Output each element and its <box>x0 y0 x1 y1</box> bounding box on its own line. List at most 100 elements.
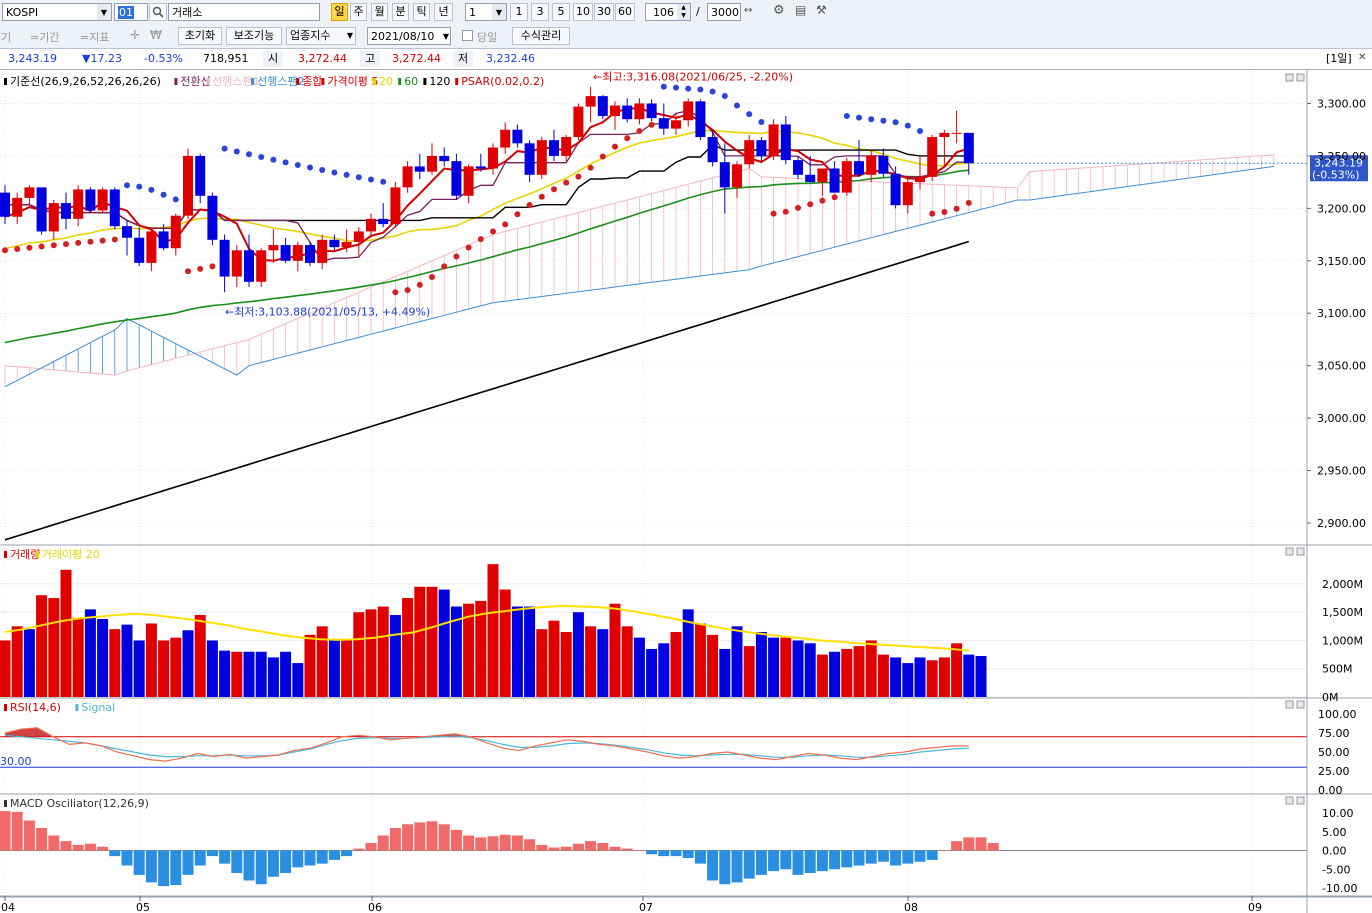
candle-body <box>939 132 950 138</box>
macd-bar <box>48 835 60 851</box>
macd-bar <box>658 850 670 857</box>
candle-body <box>719 162 730 188</box>
candle-body <box>658 118 669 129</box>
psar-dot <box>148 186 155 193</box>
volume-bar <box>804 643 816 697</box>
candle-body <box>85 189 96 211</box>
cut-label[interactable]: 기 <box>1 31 12 44</box>
period-week-button[interactable]: 주 <box>350 3 367 21</box>
minute-30-button[interactable]: 30 <box>594 3 614 21</box>
volume-bar <box>975 656 987 697</box>
total-input[interactable]: 3000 <box>707 3 741 21</box>
macd-bar <box>829 850 841 870</box>
code-input[interactable]: 01 <box>114 3 148 21</box>
interval-text: 1 <box>469 6 476 19</box>
gear-icon[interactable]: ⚙ <box>773 3 785 18</box>
search-icon[interactable] <box>149 3 167 21</box>
psar-dot <box>124 182 130 189</box>
reset-button[interactable]: 초기화 <box>178 27 222 45</box>
same-day-checkbox[interactable] <box>462 30 473 41</box>
psar-dot <box>307 164 313 171</box>
macd-bar <box>97 846 109 851</box>
candle-body <box>378 218 389 225</box>
close-icon[interactable]: ✕ <box>1358 52 1367 63</box>
volume-bar <box>231 651 243 697</box>
period-toggle[interactable]: =기간 <box>30 31 60 44</box>
minute-3-button[interactable]: 3 <box>531 3 549 21</box>
minute-5-button[interactable]: 5 <box>552 3 570 21</box>
y-tick-label: 3,050.00 <box>1317 360 1366 373</box>
psar-dot <box>416 281 423 288</box>
rsi-lines <box>0 727 1307 768</box>
chevron-down-icon: ▼ <box>346 31 353 40</box>
minute-1-button[interactable]: 1 <box>510 3 528 21</box>
volume-bar <box>877 654 889 697</box>
minute-10-button[interactable]: 10 <box>573 3 593 21</box>
macd-bar <box>84 843 96 851</box>
psar-dot <box>343 171 350 178</box>
volume-bar <box>402 598 414 697</box>
candle-body <box>756 140 767 156</box>
volume-bar <box>914 657 926 697</box>
symbol-select[interactable]: KOSPI ▼ <box>2 3 112 21</box>
sector-index-select[interactable]: 업종지수 ▼ <box>286 27 356 45</box>
macd-bar <box>36 828 48 851</box>
volume-tick-label: 2,000M <box>1322 578 1363 591</box>
spinner-icon[interactable]: ▲ ▼ <box>677 4 690 20</box>
psar-dot <box>404 287 411 294</box>
minute-60-button[interactable]: 60 <box>615 3 635 21</box>
legend-swatch <box>455 78 459 85</box>
psar-dot <box>441 263 448 270</box>
psar-dot <box>868 116 875 123</box>
candle-body <box>488 147 498 169</box>
macd-bar <box>304 850 316 866</box>
period-unit: [1일] <box>1326 52 1352 65</box>
candle-body <box>683 101 694 121</box>
psar-dot <box>172 196 179 203</box>
psar-dot <box>453 253 460 260</box>
psar-dot <box>465 244 472 251</box>
exchange-field[interactable]: 거래소 <box>168 3 320 21</box>
period-month-button[interactable]: 월 <box>371 3 388 21</box>
interval-select[interactable]: 1 ▼ <box>465 3 507 21</box>
x-tick-label: 08 <box>904 901 918 913</box>
macd-bar <box>475 837 487 851</box>
psar-dot <box>538 193 545 200</box>
indicator-toggle[interactable]: =지표 <box>80 31 110 44</box>
chart-type-icon[interactable]: ₩ <box>150 28 162 42</box>
psar-dot <box>758 119 765 126</box>
macd-bar <box>694 850 706 864</box>
period-tick-button[interactable]: 틱 <box>413 3 430 21</box>
date-picker[interactable]: 2021/08/10 ▼ <box>367 27 451 45</box>
psar-dot <box>917 127 923 134</box>
panel-close-icon <box>1296 547 1305 556</box>
macd-bar <box>341 850 353 857</box>
psar-dot <box>648 121 655 128</box>
formula-mgmt-button[interactable]: 수식관리 <box>512 27 570 45</box>
resize-arrows-icon[interactable]: ↔ <box>744 5 753 16</box>
volume-legend-item: 거래이평 20 <box>42 548 100 561</box>
low-annotation: ←최저:3,103.88(2021/05/13, +4.49%) <box>225 305 430 318</box>
psar-dot <box>63 241 69 248</box>
aux-button[interactable]: 보조기능 <box>226 27 282 45</box>
volume-bar <box>926 660 938 697</box>
period-minute-button[interactable]: 분 <box>392 3 409 21</box>
tools-icon[interactable]: ⚒ <box>816 3 827 17</box>
psar-dot <box>929 210 936 217</box>
count-input[interactable]: 106 ▲ ▼ <box>645 3 691 21</box>
candle-body <box>207 195 218 240</box>
candle-body <box>244 250 254 282</box>
volume-bar <box>97 618 109 697</box>
volume-tick-label: 0M <box>1322 691 1339 704</box>
crosshair-icon[interactable]: ✛ <box>130 28 141 42</box>
candle-body <box>390 187 401 225</box>
print-icon[interactable]: ▤ <box>795 3 807 17</box>
period-year-button[interactable]: 년 <box>434 3 453 21</box>
volume-bar <box>524 606 536 697</box>
period-day-button[interactable]: 일 <box>331 3 348 21</box>
macd-bar <box>755 850 767 875</box>
psar-dot <box>429 274 435 281</box>
psar-dot <box>209 263 216 270</box>
candle-body <box>963 132 974 164</box>
chart-area[interactable]: 04 05 06 07 08 09 3,300.00 3,250.00 3,200.00 3,15… <box>0 70 1372 913</box>
